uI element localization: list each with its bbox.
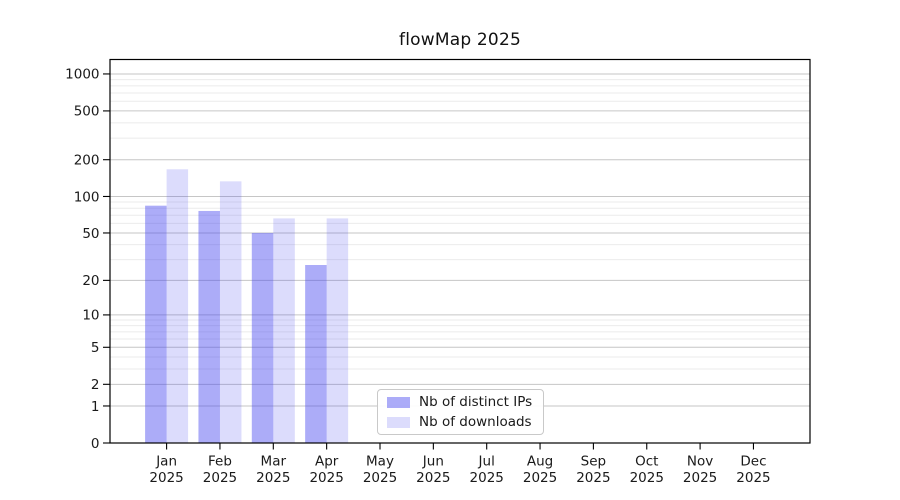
x-tick-label-apr: Apr 2025 [309, 454, 343, 487]
y-tick-label-20: 20 [82, 273, 99, 289]
x-tick-label-jun: Jun 2025 [416, 454, 450, 487]
y-tick-label-0: 0 [91, 436, 100, 452]
legend-swatch-downloads [387, 416, 410, 428]
legend-item-distinct-ips: Nb of distinct IPs [387, 394, 534, 410]
legend-swatch-distinct-ips [387, 396, 410, 408]
x-tick-label-jan: Jan 2025 [149, 454, 183, 487]
x-tick-label-mar: Mar 2025 [256, 454, 290, 487]
x-tick-label-sep: Sep 2025 [576, 454, 610, 487]
y-tick-label-100: 100 [74, 189, 100, 205]
y-tick-label-1: 1 [91, 399, 100, 415]
x-tick-label-feb: Feb 2025 [203, 454, 237, 487]
y-tick-label-500: 500 [74, 104, 100, 120]
bar-nb-of-distinct-ips-jan [145, 205, 167, 443]
y-tick-label-5: 5 [91, 340, 100, 356]
legend-label-downloads: Nb of downloads [419, 414, 532, 430]
y-tick-label-50: 50 [82, 226, 99, 242]
bar-nb-of-distinct-ips-apr [305, 264, 327, 443]
plot-border [109, 58, 811, 444]
legend-label-distinct-ips: Nb of distinct IPs [419, 394, 533, 410]
y-tick-label-2: 2 [91, 377, 100, 393]
x-tick-label-oct: Oct 2025 [630, 454, 664, 487]
bar-nb-of-downloads-feb [219, 181, 242, 444]
bar-nb-of-downloads-jan [166, 169, 189, 443]
y-tick-label-10: 10 [82, 308, 99, 324]
x-tick-label-dec: Dec 2025 [736, 454, 770, 487]
bar-nb-of-distinct-ips-mar [251, 232, 274, 443]
legend-item-downloads: Nb of downloads [387, 414, 534, 430]
bar-nb-of-distinct-ips-feb [198, 210, 220, 443]
x-tick-label-jul: Jul 2025 [470, 454, 504, 487]
x-tick-label-may: May 2025 [363, 454, 397, 487]
x-tick-label-aug: Aug 2025 [523, 454, 557, 487]
bar-nb-of-downloads-apr [326, 218, 349, 443]
x-tick-label-nov: Nov 2025 [683, 454, 717, 487]
bar-nb-of-downloads-mar [273, 218, 295, 443]
legend: Nb of distinct IPs Nb of downloads [377, 389, 544, 435]
y-tick-label-200: 200 [74, 153, 100, 169]
y-tick-label-1000: 1000 [65, 67, 99, 83]
chart-title: flowMap 2025 [399, 30, 521, 50]
